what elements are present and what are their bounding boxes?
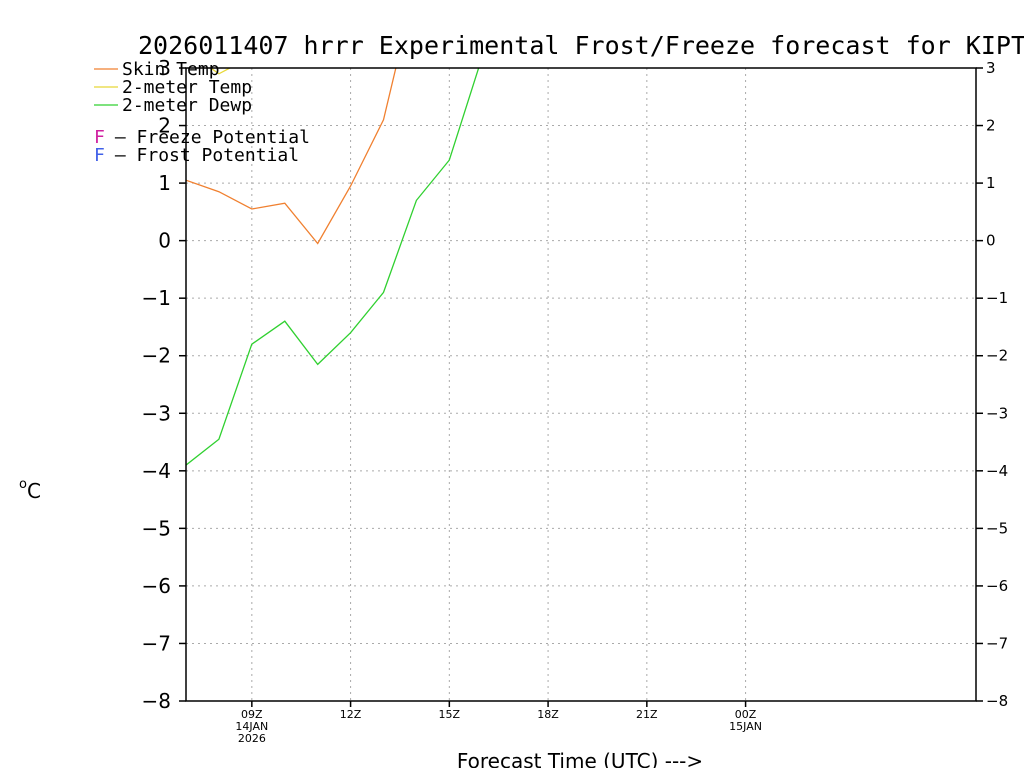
x-tick-label: 00Z bbox=[735, 708, 757, 721]
left-tick-label: −2 bbox=[142, 344, 171, 368]
x-tick-label: 14JAN bbox=[235, 720, 268, 733]
left-tick-label: −3 bbox=[142, 401, 171, 425]
x-tick-label: 12Z bbox=[340, 708, 362, 721]
potential-label: – Freeze Potential bbox=[115, 127, 310, 148]
x-tick-label: 18Z bbox=[537, 708, 559, 721]
left-tick-label: 0 bbox=[158, 229, 171, 253]
plot-frame bbox=[185, 67, 977, 702]
right-tick-label: −5 bbox=[986, 519, 1008, 537]
series-line-2-meter-temp bbox=[209, 68, 232, 75]
right-tick-label: −1 bbox=[986, 289, 1008, 307]
right-tick-label: −7 bbox=[986, 634, 1008, 652]
legend-label: Skin Temp bbox=[122, 59, 220, 80]
right-tick-label: 1 bbox=[986, 174, 996, 192]
x-tick-label: 21Z bbox=[636, 708, 658, 721]
chart-title: 2026011407 hrrr Experimental Frost/Freez… bbox=[138, 31, 1024, 60]
right-y-axis: 3 2 1 0 −1 −2 −3 −4 −5 −6 −7 −8 bbox=[976, 59, 1008, 710]
right-tick-label: −6 bbox=[986, 577, 1008, 595]
legend-potential: F – Frost Potential bbox=[94, 145, 299, 166]
left-tick-label: −7 bbox=[142, 631, 171, 655]
x-tick-label: 15Z bbox=[439, 708, 461, 721]
potential-symbol: F bbox=[94, 127, 105, 148]
y-axis-label: oC bbox=[19, 477, 41, 503]
left-tick-label: −4 bbox=[142, 459, 171, 483]
legend-label: 2-meter Dewp bbox=[122, 95, 252, 116]
grid-lines bbox=[186, 68, 976, 701]
legend-potential: F – Freeze Potential bbox=[94, 127, 310, 148]
right-tick-label: 3 bbox=[986, 59, 996, 77]
x-tick-label: 2026 bbox=[238, 732, 266, 745]
series-line-skin-temp bbox=[186, 68, 397, 245]
unit-c: C bbox=[27, 479, 41, 503]
left-tick-label: 3 bbox=[158, 56, 171, 80]
potential-label: – Frost Potential bbox=[115, 145, 299, 166]
right-tick-label: −3 bbox=[986, 404, 1008, 422]
left-tick-label: −6 bbox=[142, 574, 171, 598]
right-tick-label: −4 bbox=[986, 462, 1008, 480]
legend-label: 2-meter Temp bbox=[122, 77, 252, 98]
right-tick-label: 0 bbox=[986, 232, 996, 250]
left-tick-label: 2 bbox=[158, 114, 171, 138]
left-tick-label: 1 bbox=[158, 171, 171, 195]
right-tick-label: −8 bbox=[986, 692, 1008, 710]
x-tick-label: 09Z bbox=[241, 708, 263, 721]
left-tick-label: −1 bbox=[142, 286, 171, 310]
right-tick-label: 2 bbox=[986, 117, 996, 135]
left-tick-label: −5 bbox=[142, 516, 171, 540]
potential-symbol: F bbox=[94, 145, 105, 166]
x-axis-label: Forecast Time (UTC) ---> bbox=[457, 749, 703, 768]
left-y-axis: 3 2 1 0 −1 −2 −3 −4 −5 −6 −7 −8 bbox=[142, 56, 186, 713]
degree-symbol: o bbox=[19, 477, 27, 492]
x-tick-label: 15JAN bbox=[729, 720, 762, 733]
right-tick-label: −2 bbox=[986, 347, 1008, 365]
series-line-2-meter-dewp bbox=[186, 68, 480, 466]
left-tick-label: −8 bbox=[142, 689, 171, 713]
series-lines bbox=[186, 68, 480, 466]
